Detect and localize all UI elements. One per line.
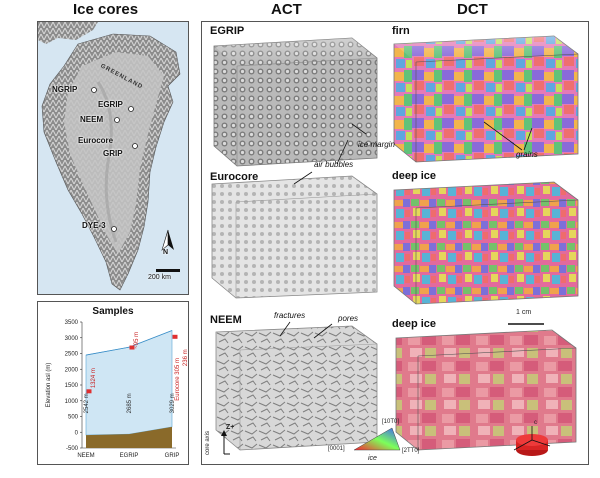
depth-label: 2542 m <box>84 393 90 413</box>
ellesmere-landmass <box>38 22 98 44</box>
annotation-pores: pores <box>338 314 359 323</box>
annotation-grains: grains <box>516 150 538 159</box>
samples-title: Samples <box>92 306 134 317</box>
ipf-label-0001: [0001] <box>328 446 345 452</box>
north-label: N <box>163 249 169 256</box>
annotation-ice-margin: ice margin <box>358 140 395 149</box>
samples-chart: 3500 3000 2500 2000 1500 1000 500 0 -500 Elevatio… <box>46 320 188 459</box>
arrow-air-bubbles-2 <box>293 171 313 185</box>
dct-heading: DCT <box>457 1 488 18</box>
dct-label-firn: firn <box>392 25 410 37</box>
act-label-neem: NEEM <box>210 314 242 326</box>
ipf-label-10t0: [10T0] <box>382 419 400 425</box>
core-axis-label: core axis <box>205 430 212 456</box>
ice-cores-heading: Ice cores <box>73 1 139 18</box>
sample-depth-label: 236 m <box>183 349 188 366</box>
site-label-eurocore: Eurocore <box>78 136 114 145</box>
ice-thickness-area <box>85 330 173 436</box>
map-panel: GREENLAND NGRIP EGRIP NEEM Eurocore GRIP… <box>37 21 189 295</box>
ice-sheet <box>64 52 164 254</box>
arrow-grains-1 <box>483 121 523 151</box>
sample-marker <box>129 345 135 350</box>
sample-depth-label: Eurocore 305 m <box>175 358 181 401</box>
x-tick-label: EGRIP <box>120 453 139 459</box>
x-tick-label: NEEM <box>77 453 94 459</box>
act-cube-neem <box>215 325 378 451</box>
site-label-dye3: DYE-3 <box>82 221 106 230</box>
dct-scale-label: 1 cm <box>516 309 532 316</box>
y-tick-label: -500 <box>66 446 79 452</box>
site-label-neem: NEEM <box>80 115 104 124</box>
greenland-map <box>38 22 181 291</box>
volume-renderings <box>211 35 579 456</box>
axis-z-label: Z+ <box>226 424 235 431</box>
y-axis-label: Elevation asl (m) <box>46 363 52 408</box>
dct-label-deep-ice-2: deep ice <box>392 318 437 330</box>
scale-label: 200 km <box>148 274 171 281</box>
act-cube-egrip <box>213 37 378 167</box>
y-tick-label: 3500 <box>65 320 79 326</box>
sample-marker <box>172 334 178 339</box>
arrow-grains-2 <box>523 127 533 151</box>
north-arrow-icon <box>161 229 174 251</box>
map-scale-bar <box>156 269 180 272</box>
y-tick-label: 0 <box>75 430 79 436</box>
sample-depth-label: ~95 m <box>134 332 140 349</box>
sample-depth-label: 1324 m <box>91 368 97 388</box>
y-tick-label: 2500 <box>65 352 79 358</box>
y-tick-label: 500 <box>68 415 79 421</box>
y-tick-label: 1500 <box>65 383 79 389</box>
depth-label: 3029 m <box>170 393 176 413</box>
site-marker-ngrip <box>91 87 97 93</box>
act-label-egrip: EGRIP <box>210 25 245 37</box>
y-tick-label: 3000 <box>65 336 79 342</box>
act-label-eurocore: Eurocore <box>210 171 259 183</box>
site-label-egrip: EGRIP <box>98 100 123 109</box>
crystal-orientation-icon <box>513 426 551 456</box>
bedrock-area <box>86 426 172 448</box>
depth-label: 2685 m <box>127 393 133 413</box>
dct-cube-firn <box>393 35 579 163</box>
site-marker-dye3 <box>111 226 117 232</box>
arrow-pores <box>313 323 333 339</box>
dct-cube-deep-ice-1 <box>393 181 579 305</box>
surface-line <box>85 330 173 356</box>
ipf-color-key <box>353 427 401 451</box>
samples-panel: Samples 3500 3000 2500 2000 1500 1000 500 0 -500… <box>37 301 189 465</box>
y-tick-label: 2000 <box>65 367 79 373</box>
annotation-fractures: fractures <box>274 311 306 320</box>
crystal-c-label: c <box>534 420 537 426</box>
arrow-air-bubbles-1 <box>336 139 349 165</box>
site-label-ngrip: NGRIP <box>52 85 78 94</box>
site-marker-neem <box>114 117 120 123</box>
act-heading: ACT <box>271 1 302 18</box>
act-dct-panel: EGRIP Eurocore NEEM ice margin air bubbl… <box>201 21 589 465</box>
dct-label-deep-ice-1: deep ice <box>392 170 437 182</box>
annotation-air-bubbles: air bubbles <box>314 160 354 169</box>
ipf-label-2tt0: [2TT0] <box>402 448 420 454</box>
arrow-ice-margin <box>351 123 367 135</box>
act-cube-eurocore <box>211 175 378 299</box>
sample-marker <box>86 389 92 394</box>
arrow-fractures <box>279 321 291 337</box>
x-tick-label: GRIP <box>165 453 180 459</box>
y-tick-label: 1000 <box>65 399 79 405</box>
site-marker-grip <box>132 143 138 149</box>
dct-cube-deep-ice-2 <box>395 329 577 451</box>
site-marker-egrip <box>128 106 134 112</box>
ipf-label-ice: ice <box>368 455 377 462</box>
core-axis-icon <box>221 430 230 455</box>
site-label-grip: GRIP <box>103 149 123 158</box>
